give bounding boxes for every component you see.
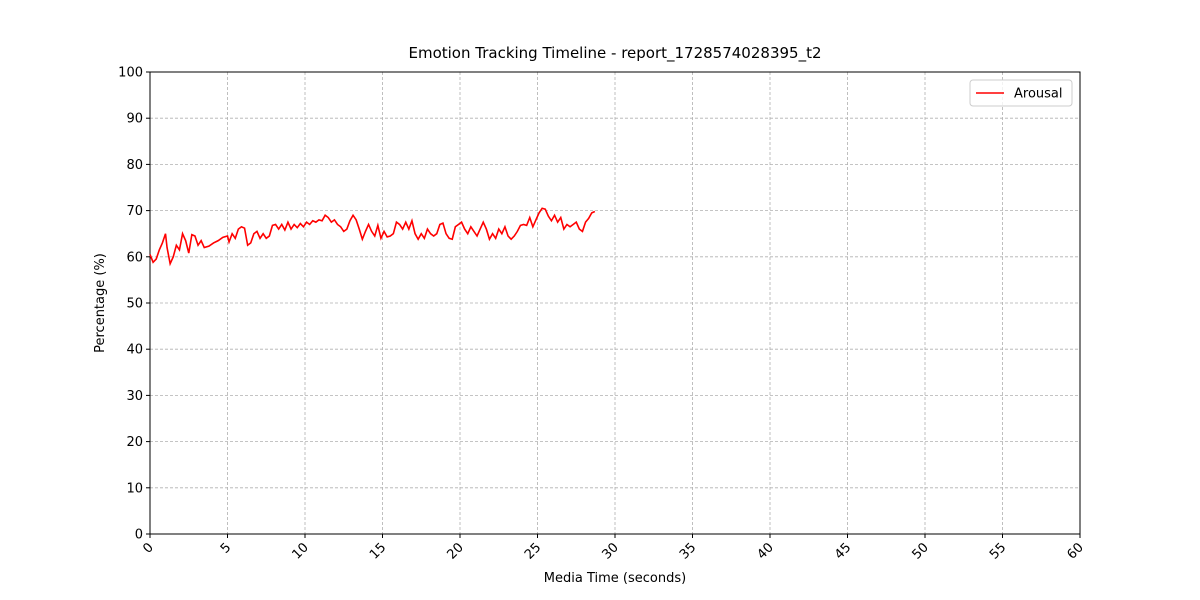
y-tick-label: 10 [126,481,143,496]
y-tick-label: 60 [126,250,143,265]
y-tick-label: 0 [135,528,143,543]
y-tick-label: 90 [126,112,143,127]
legend-box [969,79,1073,107]
chart-title: Emotion Tracking Timeline - report_17285… [408,44,821,63]
plot-frame [149,71,1081,535]
y-axis-label: Percentage (%) [93,253,108,353]
y-tick-label: 80 [126,158,143,173]
y-tick-label: 100 [118,66,143,81]
legend-label: Arousal [1014,87,1063,102]
x-axis-label: Media Time (seconds) [544,571,686,586]
y-tick-label: 50 [126,297,143,312]
y-tick-label: 30 [126,389,143,404]
y-tick-label: 70 [126,204,143,219]
y-tick-label: 40 [126,343,143,358]
y-tick-label: 20 [126,435,143,450]
data-line [149,207,596,267]
